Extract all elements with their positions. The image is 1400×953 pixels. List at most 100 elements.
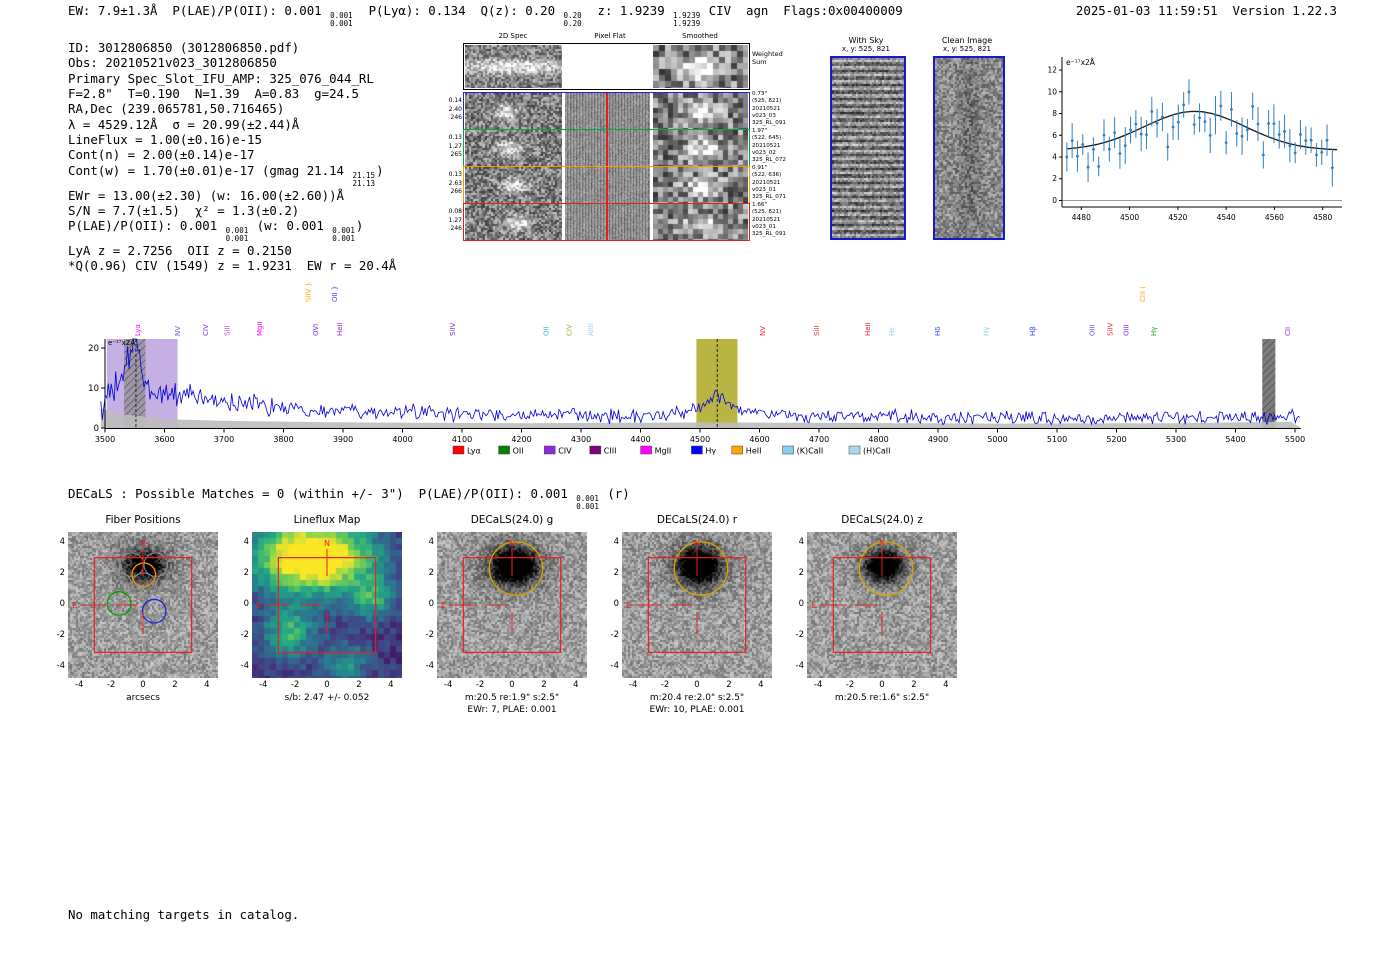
right-label: 325_RL_072	[752, 157, 786, 164]
legend-swatch	[452, 445, 465, 455]
emission-line-label: SiII	[813, 325, 821, 336]
text-run: Primary Spec_Slot_IFU_AMP: 325_076_044_R…	[68, 70, 374, 86]
data-point	[1171, 125, 1175, 129]
compass-north-label: N	[140, 539, 146, 548]
stacked-value: 0.001 0.001	[332, 227, 355, 243]
text-run: LineFlux = 1.00(±0.16)e-15	[68, 132, 262, 148]
legend-swatch	[691, 445, 703, 455]
weighted-row-border	[463, 43, 750, 90]
fiber-row-left-values: 0.13 2.63 266	[443, 171, 462, 197]
data-point	[1267, 122, 1271, 125]
text-run: P(LAE)/P(OII): 0.001	[68, 218, 225, 234]
y-tick-label: 0	[613, 599, 619, 609]
emission-line-label: NV	[759, 326, 767, 336]
data-point	[1214, 113, 1217, 117]
x-tick-label: 0	[140, 680, 146, 690]
x-tick-label: 4900	[928, 435, 948, 444]
fiber-circle	[106, 591, 132, 616]
fiber-circle	[83, 612, 109, 638]
x-tick-label: 5400	[1225, 435, 1245, 444]
right-label: v023_02	[752, 149, 776, 156]
spec2d-col-title-smoothed: Smoothed	[682, 32, 718, 40]
emission-line-label: AlIII	[587, 323, 595, 336]
fiber-circle	[119, 633, 145, 658]
left-value: 246	[450, 225, 462, 233]
info-line-4: F=2.8" T=0.190 N=1.39 A=0.83 g=24.5	[68, 86, 396, 101]
y-tick-label: 4	[613, 536, 619, 547]
x-tick-label: 4700	[809, 435, 829, 444]
cutout-panel-lineflux: Lineflux Map N E 4 2 0 -2 -4 -4 -2 0 2 4 s/b: 2.47 +/…	[241, 514, 402, 703]
fiber-smoothed-image	[653, 130, 748, 166]
line-fit-plot: 0 2 4 6 8 10 12 4480 4500 4520 4540 4560 4580 e⁻¹⁷x2Å	[1040, 45, 1350, 249]
compass-east-label: E	[811, 601, 816, 610]
right-label: (525, 821)	[752, 209, 782, 216]
x-tick-label: 4560	[1265, 213, 1284, 222]
data-point	[1235, 132, 1239, 135]
fiber-smoothed-image	[653, 93, 748, 129]
x-tick-label: 4	[204, 680, 210, 690]
data-point	[1076, 154, 1079, 158]
text-run: LyA z = 2.7256 OII z = 0.2150	[68, 242, 292, 258]
info-line-10: EWr = 13.00(±2.30) (w: 16.00(±2.60))Å	[68, 188, 396, 203]
pixelflat-center-line	[606, 167, 608, 203]
y-tick-label: -4	[56, 661, 65, 672]
spec2d-col-title-pixelflat: Pixel Flat	[594, 32, 626, 40]
info-line-5: RA,Dec (239.065781,50.716465)	[68, 101, 396, 116]
data-point	[1155, 121, 1159, 125]
text-run: z: 1.9239	[582, 3, 673, 18]
text-run: (r)	[599, 486, 630, 501]
spec2d-col-title-2dspec: 2D Spec	[498, 32, 528, 40]
emission-line-label: OIII	[1122, 324, 1130, 336]
main-spectrum-svg: 0 10 20 3500 3600 3700 3800 3900 4000 4100 4200 430…	[88, 282, 1305, 456]
cutout-caption-1: m:20.5 re:1.6" s:2.5"	[834, 693, 930, 703]
emission-line-label: Hγ	[983, 327, 991, 336]
y-tick-label: -4	[610, 661, 619, 672]
stack-bottom: 0.001	[330, 18, 353, 28]
legend-swatch	[589, 445, 602, 455]
data-point	[1272, 122, 1276, 126]
emission-line-label: Hβ	[1029, 326, 1037, 336]
data-point	[1304, 139, 1308, 142]
fiber-row-right-labels: 0.91" (522, 636) 20210521 v023_01 325_RL_071	[752, 165, 788, 201]
compass-north-label: N	[879, 539, 885, 548]
info-line-2: Obs: 20210521v023_3012806850	[68, 55, 396, 70]
data-point	[1102, 133, 1106, 137]
legend-label: CIII	[604, 447, 617, 456]
emission-line-label: OVI	[312, 324, 320, 336]
fiber-row-border	[463, 92, 750, 130]
x-tick-label: 2	[172, 680, 178, 690]
stack-bottom: 0.20	[563, 18, 582, 28]
text-run: P(Lyα): 0.134 Q(z): 0.20	[353, 3, 563, 18]
data-point	[1299, 133, 1302, 136]
stack-top: 0.001	[332, 226, 355, 236]
text-run: Cont(w) = 1.70(±0.01)e-17 (gmag 21.14	[68, 162, 352, 178]
info-line-1: ID: 3012806850 (3012806850.pdf)	[68, 40, 396, 55]
y-tick-label: -4	[795, 661, 804, 672]
data-point	[1139, 132, 1143, 136]
legend-label: OII	[513, 447, 524, 456]
x-tick-label: -2	[845, 680, 855, 690]
clean-image	[933, 56, 1005, 240]
info-line-12: P(LAE)/P(OII): 0.001 0.001 0.001 (w: 0.00…	[68, 218, 396, 243]
data-point	[1320, 150, 1324, 154]
y-tick-label: 4	[1052, 153, 1057, 162]
y-tick-label: 10	[1047, 87, 1057, 96]
x-tick-label: 3500	[95, 435, 115, 444]
text-run: ID: 3012806850 (3012806850.pdf)	[68, 40, 300, 55]
fiber-row-right-labels: 1.97" (522, 645) 20210521 v023_02 325_RL_072	[752, 128, 788, 164]
clean-title: Clean Image	[941, 36, 993, 45]
weighted-2dspec-image	[465, 45, 562, 88]
x-tick-label: 5100	[1047, 435, 1067, 444]
footer-line-1: No matching targets in catalog.	[68, 906, 300, 922]
fiber-circle	[155, 612, 181, 638]
fiber-row-left-values: 0.14 2.40 246	[443, 97, 462, 123]
right-label: v023_01	[752, 223, 776, 230]
stack-top: 0.20	[563, 11, 582, 20]
x-tick-label: -2	[290, 680, 300, 690]
data-point	[1261, 153, 1265, 157]
aperture-circle	[858, 541, 914, 596]
cutout-title-g: DECaLS(24.0) g	[470, 514, 554, 526]
cutout-title-lineflux: Lineflux Map	[293, 514, 361, 526]
data-point	[1203, 120, 1207, 124]
weighted-sum-label: Weighted Sum	[752, 50, 783, 67]
